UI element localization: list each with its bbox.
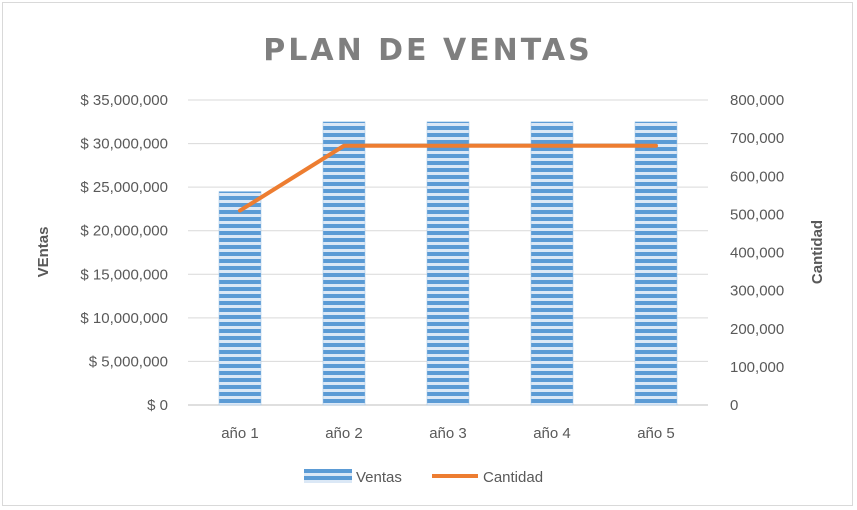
left-tick-label: $ 5,000,000	[89, 353, 168, 370]
ventas-bars	[218, 121, 678, 406]
right-tick-label: 0	[730, 397, 738, 414]
x-tick-label: año 1	[221, 425, 259, 442]
right-tick-label: 400,000	[730, 245, 784, 262]
legend-swatch-ventas	[304, 469, 352, 483]
right-tick-label: 300,000	[730, 283, 784, 300]
right-axis-title: Cantidad	[809, 220, 826, 284]
left-tick-label: $ 20,000,000	[80, 223, 168, 240]
legend: Ventas Cantidad	[304, 469, 543, 486]
left-tick-label: $ 35,000,000	[80, 92, 168, 109]
left-tick-label: $ 0	[147, 397, 168, 414]
bar-ventas	[322, 121, 366, 406]
cantidad-line-group	[238, 143, 658, 213]
x-axis-ticks: año 1 año 2 año 3 año 4 año 5	[221, 425, 675, 442]
right-tick-label: 800,000	[730, 92, 784, 109]
right-tick-label: 100,000	[730, 359, 784, 376]
left-axis-title: VEntas	[35, 227, 52, 278]
left-tick-label: $ 15,000,000	[80, 266, 168, 283]
left-tick-label: $ 10,000,000	[80, 310, 168, 327]
bar-ventas	[634, 121, 678, 406]
right-tick-label: 200,000	[730, 321, 784, 338]
right-tick-label: 600,000	[730, 168, 784, 185]
right-axis-ticks: 0 100,000 200,000 300,000 400,000 500,000 600,…	[730, 92, 784, 414]
left-tick-label: $ 25,000,000	[80, 179, 168, 196]
x-tick-label: año 2	[325, 425, 363, 442]
right-tick-label: 500,000	[730, 206, 784, 223]
left-axis-ticks: $ 0 $ 5,000,000 $ 10,000,000 $ 15,000,000 $ …	[80, 92, 168, 414]
x-tick-label: año 5	[637, 425, 675, 442]
legend-label-cantidad: Cantidad	[483, 469, 543, 486]
bar-ventas	[530, 121, 574, 406]
x-tick-label: año 3	[429, 425, 467, 442]
left-tick-label: $ 30,000,000	[80, 136, 168, 153]
line-cantidad	[238, 143, 658, 213]
bar-ventas	[218, 191, 262, 406]
right-tick-label: 700,000	[730, 130, 784, 147]
x-tick-label: año 4	[533, 425, 571, 442]
legend-label-ventas: Ventas	[356, 469, 402, 486]
chart-title: PLAN DE VENTAS	[263, 33, 593, 68]
bar-ventas	[426, 121, 470, 406]
